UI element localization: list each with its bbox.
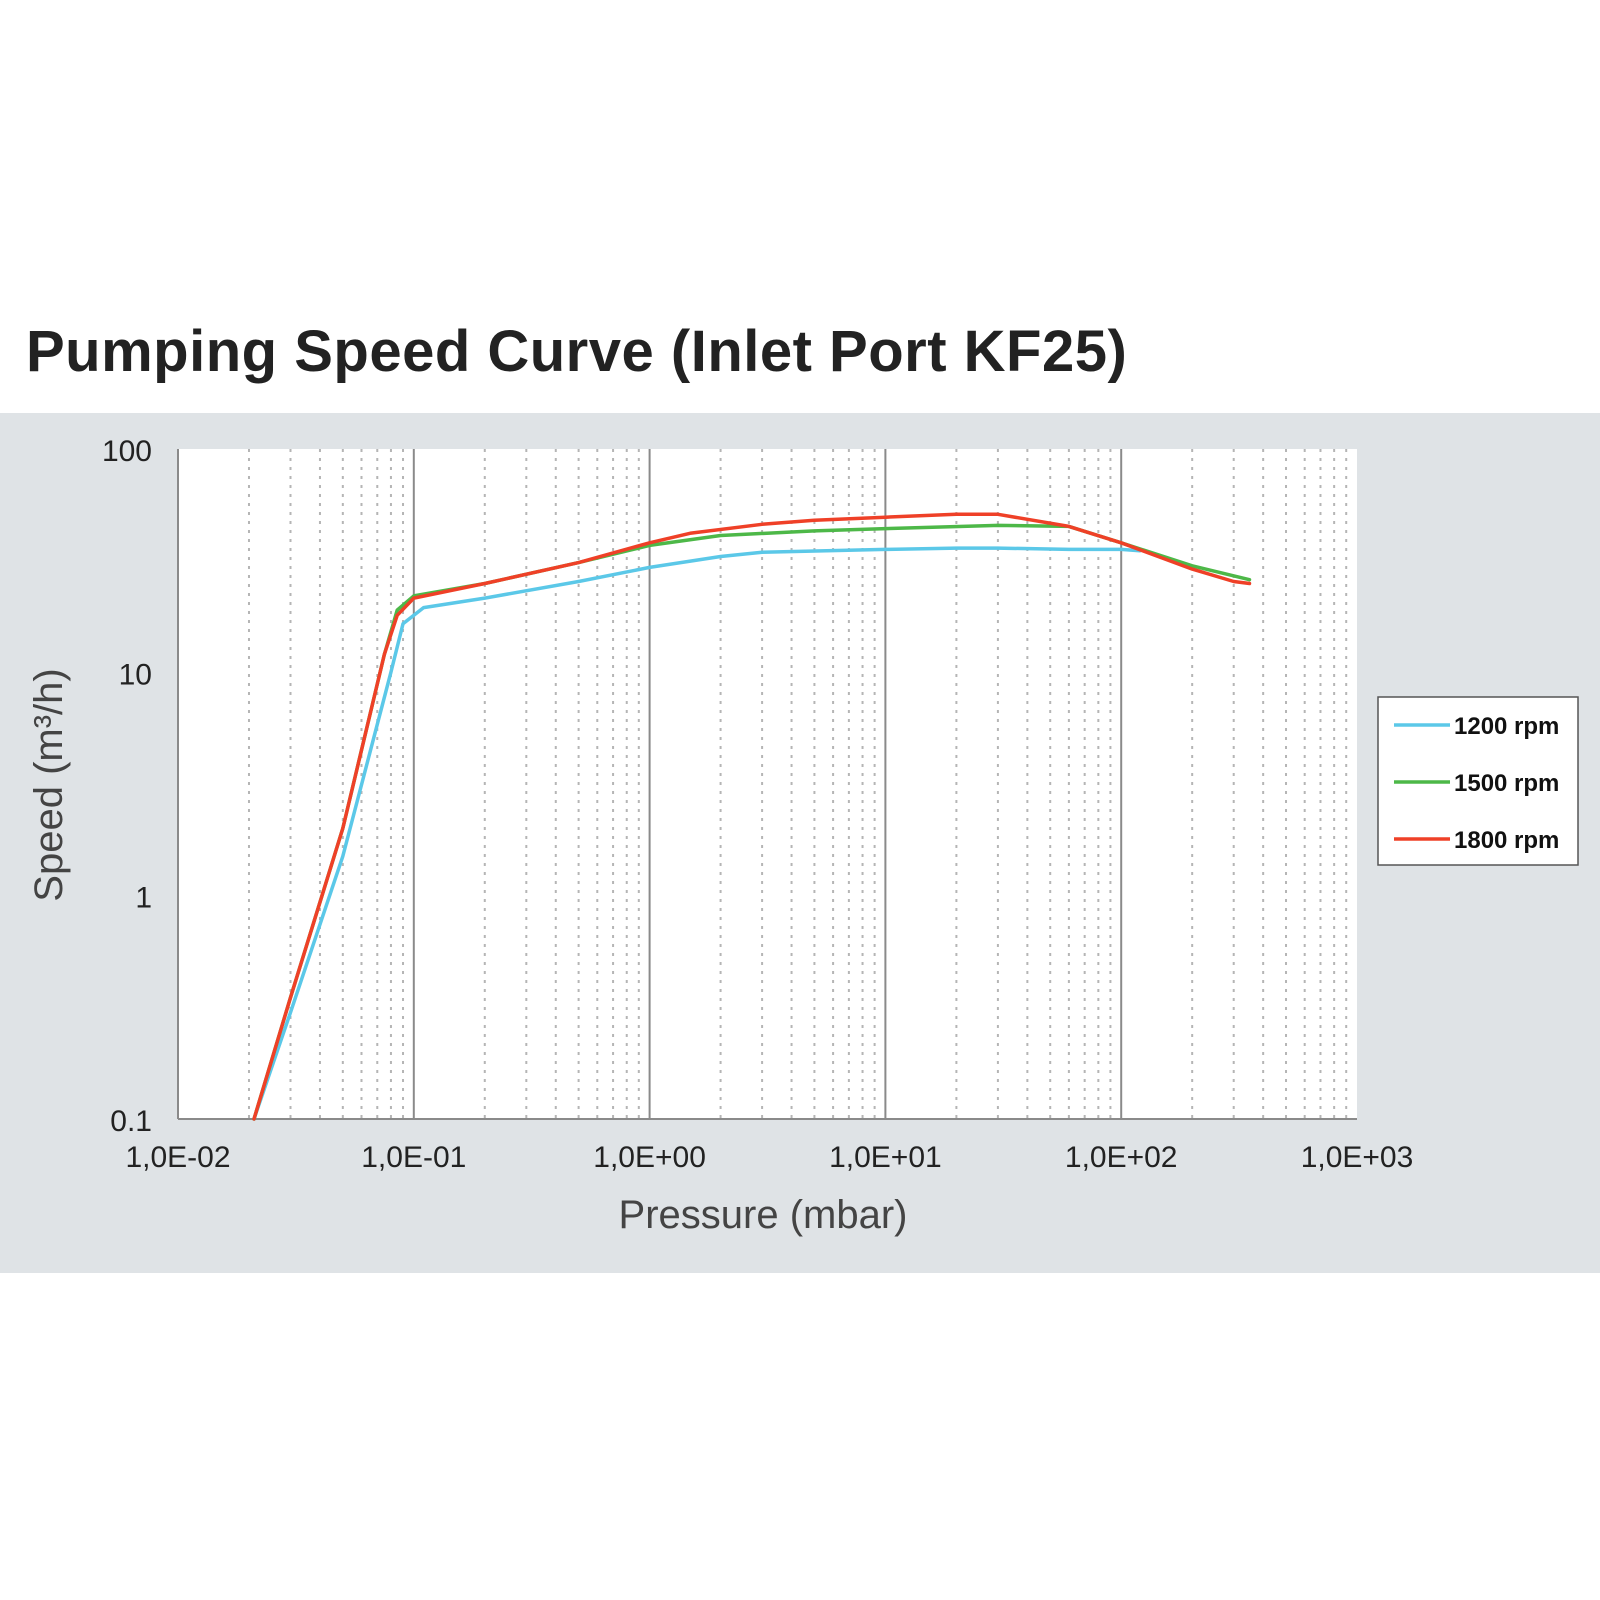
x-tick-label: 1,0E+00 bbox=[593, 1141, 706, 1174]
x-tick-label: 1,0E+02 bbox=[1065, 1141, 1178, 1174]
legend-label: 1200 rpm bbox=[1454, 713, 1559, 740]
legend: 1200 rpm 1500 rpm 1800 rpm bbox=[1377, 696, 1579, 866]
series-line-1200-rpm bbox=[252, 546, 1142, 1121]
legend-label: 1500 rpm bbox=[1454, 770, 1559, 797]
grid-layer bbox=[247, 449, 1348, 1119]
pumping-speed-chart: 0.1 1 10 100 1,0E-02 1,0E-01 1,0E+00 1,0E+01 1,0… bbox=[27, 435, 1579, 1237]
x-axis-title: Pressure (mbar) bbox=[619, 1193, 908, 1237]
x-tick-label: 1,0E-02 bbox=[125, 1141, 230, 1174]
y-tick-label: 10 bbox=[119, 658, 152, 691]
y-tick-label: 100 bbox=[102, 435, 152, 468]
axis-layer: 0.1 1 10 100 1,0E-02 1,0E-01 1,0E+00 1,0E+01 1,0… bbox=[102, 435, 1413, 1174]
chart-panel: 0.1 1 10 100 1,0E-02 1,0E-01 1,0E+00 1,0E+01 1,0… bbox=[0, 413, 1600, 1273]
series-line-1800-rpm bbox=[252, 512, 1252, 1121]
x-tick-label: 1,0E-01 bbox=[361, 1141, 466, 1174]
series-layer bbox=[252, 512, 1252, 1121]
y-tick-label: 0.1 bbox=[110, 1105, 152, 1138]
y-tick-label: 1 bbox=[135, 882, 152, 915]
x-tick-label: 1,0E+01 bbox=[829, 1141, 942, 1174]
y-axis-title: Speed (m³/h) bbox=[27, 668, 71, 901]
x-tick-label: 1,0E+03 bbox=[1301, 1141, 1414, 1174]
chart-title: Pumping Speed Curve (Inlet Port KF25) bbox=[26, 319, 1128, 384]
legend-label: 1800 rpm bbox=[1454, 827, 1559, 854]
plot-area bbox=[178, 449, 1357, 1119]
